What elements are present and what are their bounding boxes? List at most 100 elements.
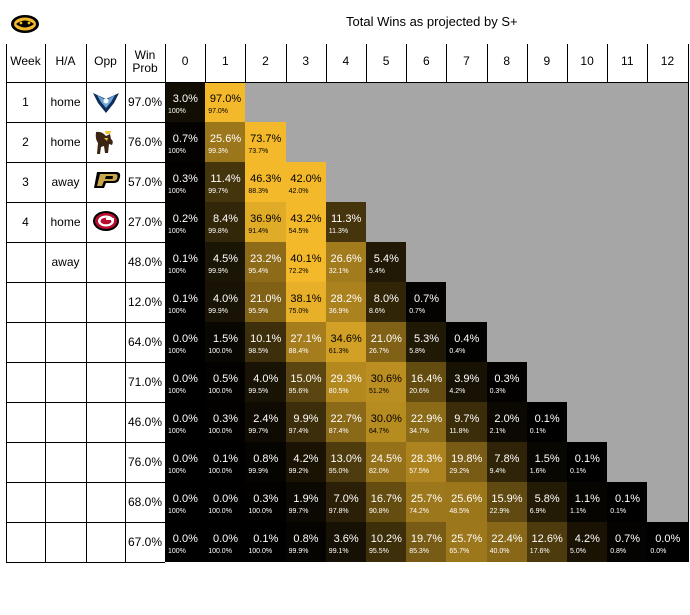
row-divider: [6, 562, 165, 563]
column-divider: [6, 44, 7, 562]
prob-value: 4.2%: [574, 533, 600, 545]
row-divider: [6, 482, 165, 483]
win-prob-value: 48.0%: [127, 255, 163, 269]
header-wins-4: 4: [342, 54, 350, 68]
prob-cell: 0.2% 100%: [165, 202, 206, 242]
prob-value: 0.0%: [212, 493, 239, 505]
cumulative-value: 22.9%: [489, 508, 510, 515]
prob-cell: 28.2% 36.9%: [325, 282, 367, 322]
cumulative-value: 99.7%: [208, 188, 229, 195]
prob-value: 0.8%: [253, 453, 279, 465]
prob-value: 40.1%: [290, 253, 322, 265]
prob-cell: 30.0% 64.7%: [366, 402, 407, 442]
prob-cell: 13.0% 95.0%: [325, 442, 367, 482]
cumulative-value: 42.0%: [288, 188, 309, 195]
prob-cell: 0.1% 0.1%: [567, 442, 608, 482]
prob-value: 0.0%: [172, 373, 198, 385]
prob-value: 0.1%: [172, 293, 198, 305]
prob-value: 0.1%: [172, 253, 198, 265]
prob-cell: 11.3% 11.3%: [325, 202, 367, 242]
empty-cell: [647, 402, 689, 442]
prob-value: 21.0%: [250, 293, 282, 305]
prob-value: 28.3%: [410, 453, 443, 465]
prob-cell: 1.5% 100.0%: [205, 322, 246, 362]
empty-cell: [647, 82, 689, 122]
cumulative-value: 0.3%: [489, 388, 506, 395]
cumulative-value: 91.4%: [248, 228, 269, 235]
cumulative-value: 100%: [168, 348, 186, 355]
cumulative-value: 99.7%: [288, 508, 309, 515]
cumulative-value: 97.0%: [208, 108, 229, 115]
header-wins-5: 5: [382, 54, 390, 68]
prob-cell: 21.0% 26.7%: [366, 322, 407, 362]
prob-value: 0.0%: [212, 533, 239, 545]
row-divider: [6, 202, 165, 203]
prob-value: 16.7%: [370, 493, 402, 505]
prob-cell: 21.0% 95.9%: [245, 282, 287, 322]
empty-cell: [406, 202, 447, 242]
prob-cell: 0.0% 0.0%: [647, 522, 689, 562]
cumulative-value: 98.5%: [248, 348, 269, 355]
header-column-divider: [285, 44, 287, 82]
empty-cell: [406, 122, 447, 162]
prob-cell: 0.1% 0.1%: [526, 402, 568, 442]
prob-value: 36.9%: [250, 213, 282, 225]
prob-value: 26.6%: [330, 253, 362, 265]
win-prob-value: 57.0%: [127, 175, 163, 189]
prob-value: 0.3%: [253, 493, 279, 505]
prob-cell: 43.2% 54.5%: [285, 202, 327, 242]
prob-cell: 24.5% 82.0%: [366, 442, 407, 482]
cumulative-value: 0.7%: [409, 308, 426, 315]
prob-cell: 4.0% 99.9%: [205, 282, 246, 322]
prob-cell: 36.9% 91.4%: [245, 202, 287, 242]
prob-cell: 15.9% 22.9%: [486, 482, 528, 522]
prob-cell: 0.0% 100.0%: [205, 482, 246, 522]
prob-cell: 0.3% 100.0%: [245, 482, 287, 522]
cumulative-value: 11.3%: [328, 228, 349, 235]
prob-value: 46.3%: [250, 173, 282, 185]
row-divider: [6, 522, 165, 523]
empty-cell: [607, 162, 648, 202]
header-divider: [6, 82, 688, 83]
prob-value: 12.6%: [531, 533, 563, 545]
row-divider: [6, 282, 165, 283]
prob-value: 0.5%: [212, 373, 239, 385]
prob-value: 22.7%: [330, 413, 362, 425]
prob-cell: 7.0% 97.8%: [325, 482, 367, 522]
prob-value: 0.0%: [172, 533, 198, 545]
prob-cell: 27.1% 88.4%: [285, 322, 327, 362]
cumulative-value: 88.4%: [288, 348, 309, 355]
prob-cell: 0.0% 100%: [165, 482, 206, 522]
home-away: home: [50, 215, 81, 229]
win-prob-value: 97.0%: [127, 95, 163, 109]
header-column-divider: [325, 44, 327, 82]
prob-value: 10.2%: [370, 533, 402, 545]
empty-cell: [486, 202, 528, 242]
empty-cell: [526, 362, 568, 402]
cumulative-value: 95.5%: [369, 548, 389, 555]
empty-cell: [607, 242, 648, 282]
week-number: 4: [22, 215, 29, 229]
cumulative-value: 100%: [168, 148, 186, 155]
prob-cell: 34.6% 61.3%: [325, 322, 367, 362]
prob-cell: 9.7% 11.8%: [446, 402, 488, 442]
prob-value: 24.5%: [370, 453, 402, 465]
prob-value: 1.5%: [212, 333, 239, 345]
cumulative-value: 100%: [168, 108, 186, 115]
prob-cell: 9.9% 97.4%: [285, 402, 327, 442]
empty-cell: [446, 242, 488, 282]
cumulative-value: 5.0%: [570, 548, 586, 555]
cumulative-value: 64.7%: [369, 428, 389, 435]
prob-value: 0.7%: [172, 133, 198, 145]
cumulative-value: 100.0%: [208, 468, 232, 475]
prob-value: 0.0%: [655, 533, 681, 545]
prob-value: 5.3%: [413, 333, 440, 345]
row-divider: [6, 402, 165, 403]
prob-value: 21.0%: [370, 333, 402, 345]
empty-cell: [567, 122, 608, 162]
empty-cell: [647, 122, 689, 162]
prob-cell: 0.0% 100%: [165, 522, 206, 562]
prob-value: 22.9%: [410, 413, 443, 425]
empty-cell: [647, 362, 689, 402]
prob-value: 2.4%: [253, 413, 279, 425]
